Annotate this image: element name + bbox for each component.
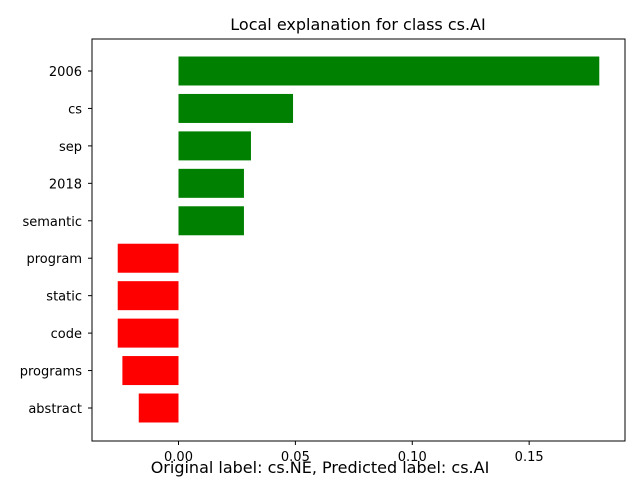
plot-frame [91, 38, 626, 442]
prediction-caption: Original label: cs.NE, Predicted label: … [150, 458, 490, 477]
bar-static [117, 281, 179, 311]
bar-2006 [178, 56, 600, 86]
y-tick-label: code [51, 327, 82, 342]
bar-abstract [138, 393, 179, 423]
bar-2018 [178, 168, 244, 198]
bar-program [117, 243, 179, 273]
bar-programs [122, 356, 179, 386]
x-tick-label: 0.10 [398, 450, 427, 465]
y-tick-label: semantic [23, 215, 83, 230]
chart-title: Local explanation for class cs.AI [230, 15, 485, 34]
y-tick-label: program [27, 252, 83, 267]
y-tick-label: cs [68, 102, 82, 117]
y-tick-label: 2006 [49, 65, 82, 80]
bar-semantic [178, 206, 244, 236]
y-tick-label: sep [59, 140, 82, 155]
bar-code [117, 318, 179, 348]
y-tick-label: static [46, 290, 82, 305]
y-tick-label: 2018 [49, 177, 82, 192]
bar-sep [178, 131, 251, 161]
y-tick-label: programs [20, 365, 82, 380]
x-tick-label: 0.15 [515, 450, 544, 465]
x-tick-label: 0.00 [164, 450, 193, 465]
bar-cs [178, 93, 294, 123]
x-tick-label: 0.05 [281, 450, 310, 465]
y-tick-label: abstract [28, 402, 82, 417]
